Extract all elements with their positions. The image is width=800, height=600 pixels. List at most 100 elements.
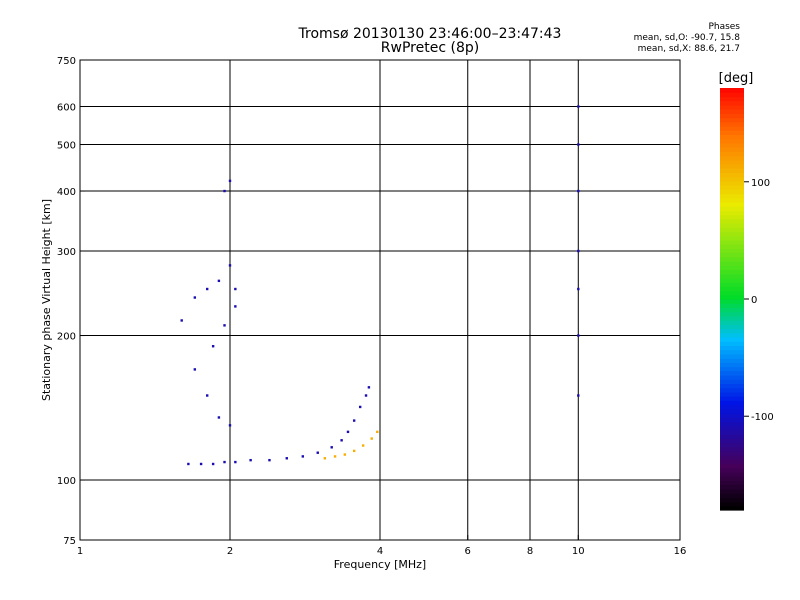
colorbar-segment bbox=[720, 104, 744, 110]
colorbar-segment bbox=[720, 290, 744, 296]
colorbar-segment bbox=[720, 248, 744, 254]
colorbar-segment bbox=[720, 341, 744, 347]
data-point bbox=[364, 394, 368, 397]
colorbar-segment bbox=[720, 429, 744, 435]
data-point bbox=[333, 455, 337, 458]
stats-heading: Phases bbox=[708, 22, 740, 32]
colorbar-segment bbox=[720, 345, 744, 351]
data-point bbox=[217, 279, 221, 283]
colorbar-segment bbox=[720, 96, 744, 102]
data-point bbox=[234, 460, 237, 464]
y-tick-label: 300 bbox=[57, 247, 76, 258]
colorbar-segment bbox=[720, 442, 744, 448]
colorbar-segment bbox=[720, 320, 744, 325]
colorbar-segment bbox=[720, 176, 744, 182]
colorbar-segment bbox=[720, 223, 744, 228]
colorbar-segment bbox=[720, 493, 744, 498]
data-point bbox=[352, 419, 356, 422]
colorbar-segment bbox=[720, 383, 744, 389]
colorbar-segment bbox=[720, 417, 744, 422]
x-tick-label: 8 bbox=[527, 546, 533, 557]
data-point bbox=[205, 394, 209, 397]
colorbar-segment bbox=[720, 472, 744, 477]
data-point bbox=[268, 458, 271, 462]
data-point bbox=[343, 453, 347, 456]
colorbar-segment bbox=[720, 185, 744, 190]
data-point bbox=[234, 305, 237, 308]
data-point bbox=[234, 287, 237, 291]
data-point bbox=[577, 249, 580, 253]
y-tick-label: 500 bbox=[57, 141, 76, 152]
data-point bbox=[249, 458, 252, 462]
colorbar-segment bbox=[720, 273, 744, 279]
x-tick-label: 6 bbox=[465, 546, 471, 557]
x-axis-label: Frequency [MHz] bbox=[334, 558, 426, 571]
colorbar-segment bbox=[720, 501, 744, 507]
data-point bbox=[361, 444, 365, 447]
colorbar-segment bbox=[720, 282, 744, 287]
colorbar-segment bbox=[720, 358, 744, 363]
colorbar-segment bbox=[720, 434, 744, 439]
colorbar-segment bbox=[720, 227, 744, 233]
colorbar-segment bbox=[720, 244, 744, 249]
data-point bbox=[301, 455, 305, 458]
colorbar-segment bbox=[720, 138, 744, 144]
colorbar-segment bbox=[720, 324, 744, 330]
colorbar-segment bbox=[720, 277, 744, 283]
colorbar-segment bbox=[720, 88, 744, 93]
colorbar-segment bbox=[720, 505, 744, 511]
colorbar-segment bbox=[720, 155, 744, 161]
colorbar-segment bbox=[720, 294, 744, 300]
colorbar-segment bbox=[720, 404, 744, 410]
data-point bbox=[223, 324, 226, 327]
colorbar-segment bbox=[720, 391, 744, 397]
colorbar-segment bbox=[720, 396, 744, 401]
colorbar-segment bbox=[720, 425, 744, 431]
y-axis-ticks: 75 100 200 300 400 500 600 750 bbox=[57, 56, 85, 547]
data-point bbox=[228, 424, 232, 427]
colorbar-segment bbox=[720, 117, 744, 123]
data-point bbox=[228, 179, 232, 183]
data-point bbox=[346, 430, 350, 434]
colorbar-segment bbox=[720, 459, 744, 465]
colorbar-segment bbox=[720, 92, 744, 98]
colorbar-segment bbox=[720, 476, 744, 482]
colorbar-segment bbox=[720, 214, 744, 220]
colorbar-segment bbox=[720, 261, 744, 266]
colorbar-segment bbox=[720, 299, 744, 304]
data-point bbox=[205, 287, 209, 291]
colorbar-segment bbox=[720, 134, 744, 140]
data-point bbox=[577, 143, 580, 146]
data-point bbox=[223, 460, 226, 464]
colorbar-segment bbox=[720, 336, 744, 342]
colorbar-tick-label: -100 bbox=[751, 412, 774, 423]
colorbar-segment bbox=[720, 142, 744, 148]
colorbar-segment bbox=[720, 408, 744, 414]
x-tick-label: 1 bbox=[77, 546, 83, 557]
colorbar-segment bbox=[720, 239, 744, 245]
colorbar-segment bbox=[720, 265, 744, 271]
colorbar-segment bbox=[720, 497, 744, 503]
data-points bbox=[180, 105, 580, 466]
colorbar-segment bbox=[720, 256, 744, 262]
colorbar-segment bbox=[720, 168, 744, 173]
colorbar-tick-label: 0 bbox=[751, 295, 757, 306]
colorbar-segment bbox=[720, 206, 744, 211]
colorbar-segment bbox=[720, 438, 744, 444]
colorbar-segment bbox=[720, 484, 744, 490]
colorbar-segment bbox=[720, 374, 744, 380]
colorbar-segment bbox=[720, 379, 744, 384]
data-point bbox=[370, 437, 373, 440]
colorbar-segment bbox=[720, 252, 744, 258]
data-point bbox=[228, 264, 232, 267]
colorbar-segment bbox=[720, 353, 744, 359]
colorbar-segment bbox=[720, 467, 744, 473]
colorbar-segment bbox=[720, 412, 744, 418]
colorbar-segment bbox=[720, 286, 744, 292]
data-point bbox=[577, 287, 580, 291]
colorbar-tick-label: 100 bbox=[751, 178, 770, 189]
colorbar-segment bbox=[720, 269, 744, 275]
chart-subtitle: RwPretec (8p) bbox=[380, 40, 480, 56]
colorbar-segment bbox=[720, 180, 744, 186]
